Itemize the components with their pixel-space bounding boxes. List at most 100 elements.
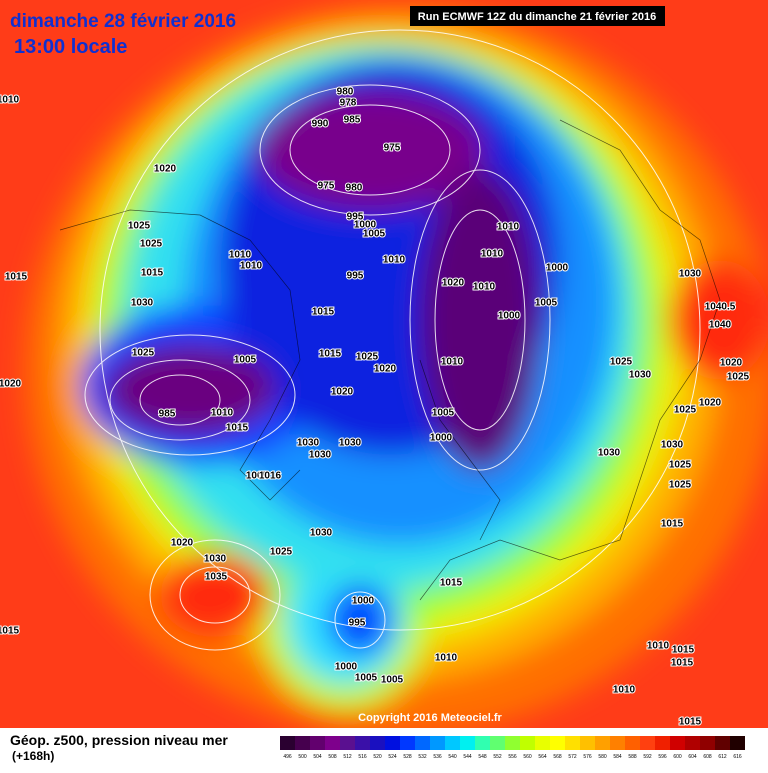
- isobar-label: 1030: [131, 298, 154, 309]
- isobar-label: 1030: [629, 370, 652, 381]
- colorbar-label: 548: [478, 754, 487, 760]
- isobar-label: 1010: [383, 255, 406, 266]
- isobar-label: 1000: [352, 596, 375, 607]
- colorbar-swatch: [475, 736, 490, 750]
- isobar-label: 1010: [613, 685, 636, 696]
- isobar-label: 1000: [335, 662, 358, 673]
- isobar-label: 995: [347, 271, 364, 282]
- isobar-label: 1035: [205, 572, 228, 583]
- colorbar-swatch: [700, 736, 715, 750]
- colorbar-swatch: [535, 736, 550, 750]
- colorbar-label: 504: [313, 754, 322, 760]
- isobar-label: 1040.5: [705, 302, 736, 313]
- isobar-label: 1025: [727, 372, 750, 383]
- isobar-label: 978: [340, 98, 357, 109]
- colorbar-label: 564: [538, 754, 547, 760]
- colorbar-label: 568: [553, 754, 562, 760]
- isobar-label: 1030: [310, 528, 333, 539]
- isobar-label: 1030: [297, 438, 320, 449]
- field: [0, 0, 768, 735]
- isobar-label: 1025: [669, 460, 692, 471]
- isobar-label: 1020: [0, 379, 22, 390]
- isobar-label: 1020: [154, 164, 177, 175]
- isobar-label: 1010: [0, 95, 20, 106]
- colorbar-label: 584: [613, 754, 622, 760]
- isobar-label: 1005: [381, 675, 404, 686]
- colorbar-swatch: [415, 736, 430, 750]
- colorbar-swatch: [730, 736, 745, 750]
- colorbar-swatch: [580, 736, 595, 750]
- isobar-label: 1025: [610, 357, 633, 368]
- colorbar-swatch: [340, 736, 355, 750]
- colorbar-swatch: [385, 736, 400, 750]
- isobar-label: 1010: [240, 261, 263, 272]
- isobar-label: 1025: [132, 348, 155, 359]
- isobar-label: 1030: [309, 450, 332, 461]
- isobar-label: 1010: [647, 641, 670, 652]
- colorbar-swatch: [550, 736, 565, 750]
- colorbar-swatch: [640, 736, 655, 750]
- colorbar-label: 540: [448, 754, 457, 760]
- colorbar-swatch: [295, 736, 310, 750]
- isobar-label: 1020: [699, 398, 722, 409]
- isobar-label: 1015: [671, 658, 694, 669]
- isobar-label: 1005: [355, 673, 378, 684]
- colorbar-swatch: [610, 736, 625, 750]
- isobar-label: 1030: [679, 269, 702, 280]
- colorbar-label: 556: [508, 754, 517, 760]
- isobar-label: 1000: [498, 311, 521, 322]
- map-subtitle: 13:00 locale: [14, 36, 127, 58]
- colorbar-label: 604: [688, 754, 697, 760]
- colorbar-swatch: [715, 736, 730, 750]
- colorbar-swatch: [565, 736, 580, 750]
- isobar-label: 1025: [128, 221, 151, 232]
- isobar-label: 1015: [141, 268, 164, 279]
- colorbar-swatch: [400, 736, 415, 750]
- run-box: [410, 6, 665, 26]
- isobar-label: 1015: [319, 349, 342, 360]
- isobar-label: 1015: [672, 645, 695, 656]
- isobar-label: 1020: [171, 538, 194, 549]
- isobar-label: 995: [347, 212, 364, 223]
- isobar-label: 1016: [259, 471, 282, 482]
- isobar-label: 1030: [661, 440, 684, 451]
- colorbar-label: 528: [403, 754, 412, 760]
- isobar-label: 1025: [674, 405, 697, 416]
- colorbar-swatch: [310, 736, 325, 750]
- colorbar-swatch: [280, 736, 295, 750]
- colorbar-label: 536: [433, 754, 442, 760]
- isobar-label: 980: [337, 87, 354, 98]
- isobar-label: 1010: [435, 653, 458, 664]
- isobar-label: 1015: [226, 423, 249, 434]
- isobar-label: 1000: [354, 220, 377, 231]
- colorbar-swatch: [370, 736, 385, 750]
- colorbar-swatch: [460, 736, 475, 750]
- colorbar-swatch: [355, 736, 370, 750]
- isobar-label: 1020: [720, 358, 743, 369]
- isobar-label: 1010: [441, 357, 464, 368]
- colorbar-label: 524: [388, 754, 397, 760]
- isobar-label: 1030: [598, 448, 621, 459]
- isobar-label: 1020: [442, 278, 465, 289]
- isobar-label: 1015: [5, 272, 28, 283]
- colorbar-swatch: [685, 736, 700, 750]
- isobar-label: 1010: [229, 250, 252, 261]
- copyright: Copyright 2016 Meteociel.fr: [358, 712, 502, 724]
- isobar-label: 1010: [211, 408, 234, 419]
- isobar-label: 1020: [374, 364, 397, 375]
- colorbar-label: 512: [343, 754, 352, 760]
- isobar-label: 1015: [440, 578, 463, 589]
- colorbar-label: 596: [658, 754, 667, 760]
- colorbar-label: 552: [493, 754, 502, 760]
- isobar-label: 980: [346, 183, 363, 194]
- colorbar-label: 496: [283, 754, 292, 760]
- isobar-label: 1025: [356, 352, 379, 363]
- colorbar-label: 544: [463, 754, 472, 760]
- isobar-label: 1020: [331, 387, 354, 398]
- colorbar-label: 576: [583, 754, 592, 760]
- isobar-label: 1025: [669, 480, 692, 491]
- isobar-label: 1030: [339, 438, 362, 449]
- isobar-label: 1015: [679, 717, 702, 728]
- isobar-label: 1010: [481, 249, 504, 260]
